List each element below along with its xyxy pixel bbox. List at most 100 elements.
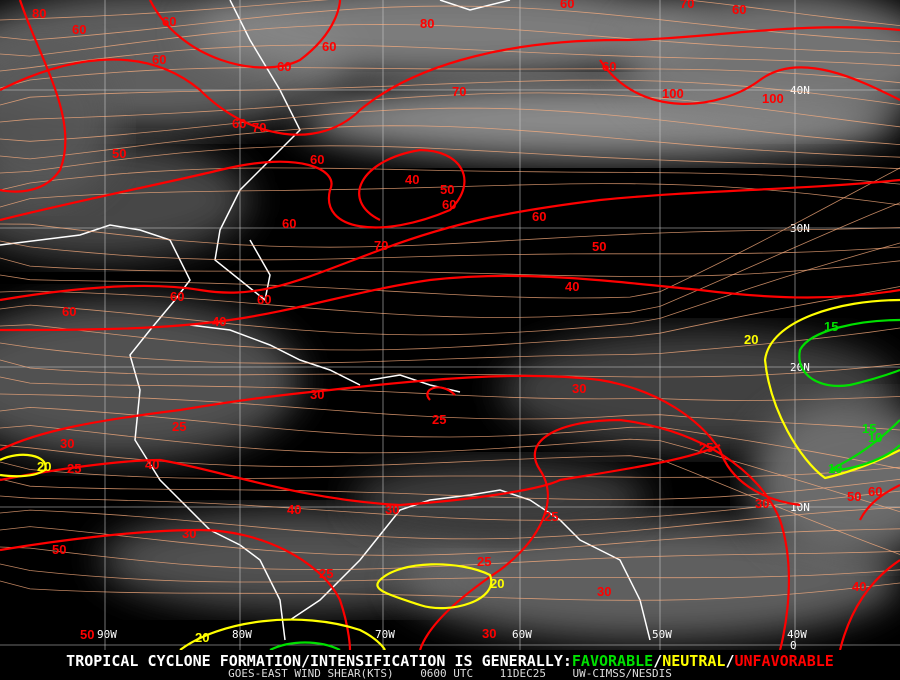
latitude-label: 30N [790,222,810,235]
legend-separator: / [725,652,735,670]
contour-label: 50 [592,239,606,254]
cloud-region [100,510,500,610]
streamline [0,223,900,248]
cloud-region [620,0,900,130]
contour-label: 60 [232,116,246,131]
footer-band [0,650,900,680]
product-date: 11DEC25 [499,667,547,680]
contour-label: 20 [490,576,504,591]
contour-label: 60 [602,59,616,74]
contour-label: 30 [482,626,496,641]
cloud-region [750,400,900,560]
contour-label: 25 [172,419,186,434]
contour-label: 30 [572,381,586,396]
contour-label: 60 [152,52,166,67]
streamline [0,490,900,521]
contour-label: 25 [432,412,446,427]
shear-contour [859,484,900,521]
contour-label: 60 [560,0,574,11]
contour-label: 40 [212,314,226,329]
longitude-label: 40W [787,628,807,641]
contour-label: 50 [52,542,66,557]
legend-neutral: NEUTRAL [662,652,726,670]
contour-label: 60 [322,39,336,54]
favorability-legend: TROPICAL CYCLONE FORMATION/INTENSIFICATI… [0,652,900,670]
contour-label: 60 [72,22,86,37]
contour-label: 20 [37,459,51,474]
product-source: UW-CIMSS/NESDIS [572,667,672,680]
streamline [0,580,900,601]
contour-label: 25 [67,461,81,476]
contour-label: 60 [62,304,76,319]
coastline [439,0,511,11]
streamline [0,67,900,89]
contour-label: 60 [868,484,882,499]
streamline [0,478,900,500]
contour-label: 70 [680,0,694,11]
contour-label: 40 [852,579,866,594]
streamline [0,125,900,160]
streamline [0,242,900,336]
shear-contour [376,563,493,610]
product-info: GOES-EAST WIND SHEAR(KTS) 0600 UTC 11DEC… [0,667,900,680]
streamline [0,563,900,583]
coastline [289,489,651,641]
contour-label: 10 [828,461,842,476]
shear-contour [0,148,466,229]
streamline [0,327,900,364]
coastline [189,324,361,386]
contour-label: 30 [60,436,74,451]
legend-separator: / [653,652,663,670]
streamline [0,107,900,145]
contour-label: 100 [762,91,784,106]
streamline [0,202,900,318]
longitude-label: 90W [97,628,117,641]
contour-label: 10 [868,430,882,445]
shear-contour [179,618,386,651]
contour-label: 60 [732,2,746,17]
contour-label: 50 [847,489,861,504]
cloud-region [190,0,710,80]
streamline [0,393,900,431]
contour-label: 20 [195,630,209,645]
contour-label: 80 [32,6,46,21]
latitude-label: 0 [790,639,797,652]
contour-label: 80 [420,16,434,31]
shear-contour [599,59,900,105]
streamline [0,183,900,208]
streamline [0,526,900,556]
shear-contour [0,453,47,478]
contour-label: 100 [662,86,684,101]
contour-label: 40 [287,502,301,517]
contour-label: 15 [862,421,876,436]
streamline [0,0,900,26]
contour-label: 70 [374,238,388,253]
contour-label: 25 [699,440,713,455]
streamline [0,240,900,261]
contour-label: 25 [477,554,491,569]
shear-contour [0,26,900,136]
streamline [0,167,900,299]
contour-label: 30 [182,526,196,541]
contour-label: 60 [282,216,296,231]
shear-contour [269,641,341,651]
contour-label: 40 [565,279,579,294]
latitude-label: 40N [790,84,810,97]
contour-label: 60 [162,14,176,29]
product-time: 0600 UTC [420,667,474,680]
contour-label: 25 [319,566,333,581]
shear-contour [426,386,456,401]
shear-contour [798,318,900,388]
shear-contour [829,419,900,472]
longitude-label: 70W [375,628,395,641]
streamline [0,44,900,72]
contour-label: 20 [744,332,758,347]
contour-label: 50 [80,627,94,642]
latitude-label: 20N [790,361,810,374]
contour-label: 70 [452,84,466,99]
contour-label: 60 [257,292,271,307]
streamline [0,507,900,540]
shear-contour [0,0,67,193]
headline-text: TROPICAL CYCLONE FORMATION/INTENSIFICATI… [66,652,572,670]
